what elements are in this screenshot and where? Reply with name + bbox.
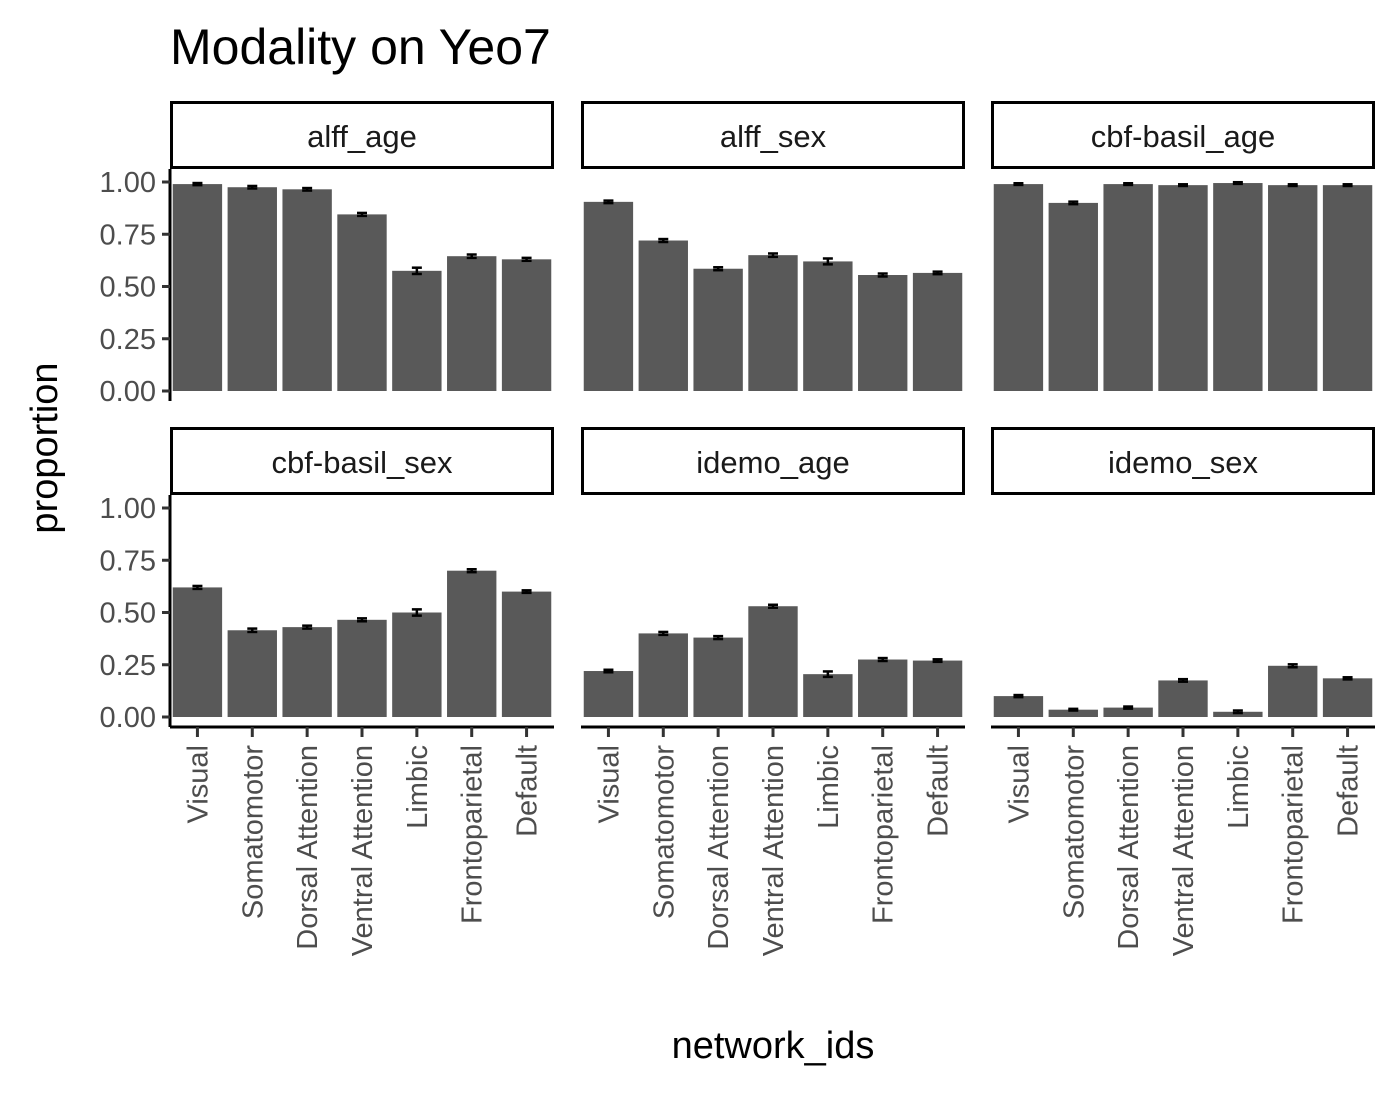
strip-box [170,427,554,495]
bar-dorsal-attention [282,189,332,391]
bar-frontoparietal [447,570,497,717]
bar-somatomotor [227,630,277,717]
y-tick-label: 0.00 [100,376,156,408]
strip-box [991,101,1375,169]
bar-ventral-attention [337,619,387,717]
y-tick-label: 0.50 [100,272,156,304]
x-tick-label-ventral-attention: Ventral Attention [1168,745,1200,956]
bar-default [912,272,963,391]
bar-frontoparietal [447,256,497,391]
bar-frontoparietal [858,275,908,391]
y-axis-title: proportion [24,362,66,533]
y-tick-label: 1.00 [100,493,156,525]
strip-box [581,427,965,495]
panel-idemo-age: idemo_age Visual Somatomotor Dorsal Attenti… [581,427,965,956]
bar-ventral-attention [748,606,798,717]
bar-limbic [803,674,853,717]
y-tick-label: 0.25 [100,324,156,356]
x-tick-label-dorsal-attention: Dorsal Attention [292,745,324,950]
bar-limbic [392,270,442,391]
bar-dorsal-attention [693,637,743,717]
bar-limbic [392,612,442,717]
bar-visual [583,201,634,391]
bar-frontoparietal [858,659,908,717]
bar-ventral-attention [1158,185,1208,391]
x-tick-label-visual: Visual [182,745,214,823]
panel-alff-sex: alff_sex [581,101,965,391]
x-tick-label-frontoparietal: Frontoparietal [457,745,489,924]
bar-dorsal-attention [1103,184,1153,391]
chart-title: Modality on Yeo7 [170,19,551,75]
bar-somatomotor [1048,709,1098,717]
bar-ventral-attention [1158,680,1208,717]
x-tick-label-limbic: Limbic [402,745,434,829]
panel-alff-age: alff_age 0.00 0.25 0.50 0.75 1.00 [100,101,554,408]
y-tick-label: 0.75 [100,545,156,577]
strip-label: alff_sex [720,119,827,154]
y-tick-label: 0.75 [100,219,156,251]
x-tick-label-default: Default [512,745,544,837]
y-tick-label: 0.00 [100,702,156,734]
bar-limbic [1213,183,1263,391]
bar-limbic [803,261,853,391]
bar-frontoparietal [1268,665,1318,717]
x-tick-label-frontoparietal: Frontoparietal [868,745,900,924]
x-tick-label-frontoparietal: Frontoparietal [1278,745,1310,924]
x-tick-label-ventral-attention: Ventral Attention [758,745,790,956]
y-tick-label: 0.25 [100,650,156,682]
strip-label: idemo_age [696,445,849,480]
x-tick-label-limbic: Limbic [813,745,845,829]
bar-limbic [1213,711,1263,717]
bar-frontoparietal [1268,185,1318,391]
x-tick-label-dorsal-attention: Dorsal Attention [1113,745,1145,950]
x-tick-label-default: Default [923,745,955,837]
bar-default [1322,678,1373,717]
strip-box [581,101,965,169]
x-tick-label-dorsal-attention: Dorsal Attention [703,745,735,950]
bar-visual [993,696,1044,717]
x-tick-label-visual: Visual [1003,745,1035,823]
panel-cbf-basil-age: cbf-basil_age [991,101,1375,391]
strip-label: idemo_sex [1108,445,1258,480]
bar-default [912,660,963,717]
x-tick-label-ventral-attention: Ventral Attention [347,745,379,956]
strip-box [991,427,1375,495]
bar-ventral-attention [748,255,798,391]
panel-cbf-basil-sex: cbf-basil_sex 0.00 0.25 0.50 0.75 1.00 Visual S… [100,427,554,956]
bar-ventral-attention [337,214,387,391]
panel-idemo-sex: idemo_sex Visual Somatomotor Dorsal Attenti… [991,427,1375,956]
bar-visual [172,184,223,391]
bar-dorsal-attention [1103,707,1153,717]
strip-box [170,101,554,169]
y-tick-label: 0.50 [100,598,156,630]
bar-somatomotor [1048,202,1098,391]
bar-default [501,591,552,717]
bar-visual [583,671,634,717]
strip-label: alff_age [307,119,417,154]
x-tick-label-default: Default [1333,745,1365,837]
bar-visual [993,184,1044,391]
panels: alff_age 0.00 0.25 0.50 0.75 1.00 alff_sex cbf-… [100,101,1375,956]
bar-dorsal-attention [693,268,743,391]
bar-somatomotor [227,187,277,391]
strip-label: cbf-basil_sex [272,445,453,480]
x-axis-title: network_ids [672,1025,875,1067]
bar-visual [172,587,223,717]
x-tick-label-somatomotor: Somatomotor [237,745,269,919]
strip-label: cbf-basil_age [1091,119,1275,154]
bar-somatomotor [638,633,688,717]
bar-dorsal-attention [282,627,332,717]
bar-default [1322,185,1373,391]
x-tick-label-limbic: Limbic [1223,745,1255,829]
bar-default [501,259,552,391]
x-tick-label-visual: Visual [593,745,625,823]
bar-somatomotor [638,240,688,391]
y-tick-label: 1.00 [100,167,156,199]
x-tick-label-somatomotor: Somatomotor [648,745,680,919]
x-tick-label-somatomotor: Somatomotor [1058,745,1090,919]
